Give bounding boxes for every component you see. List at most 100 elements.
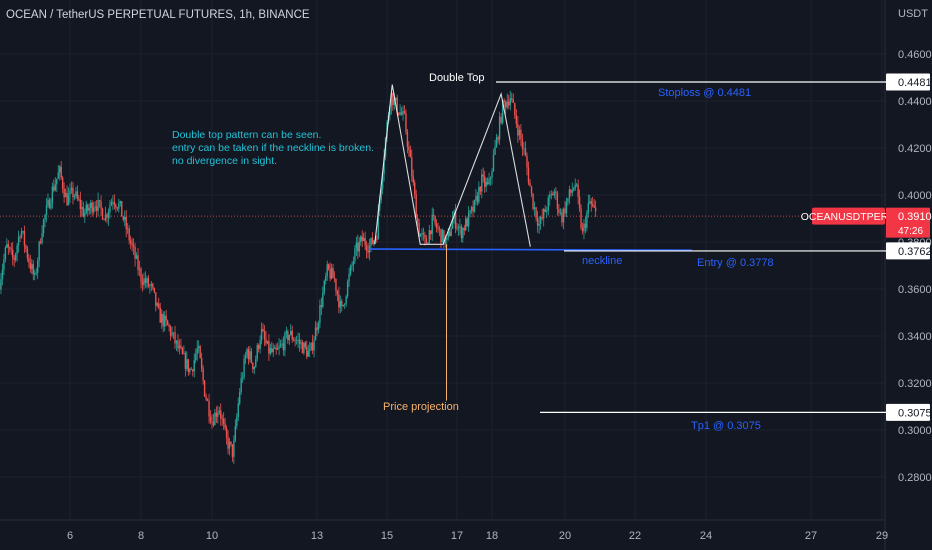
candle-body bbox=[126, 228, 129, 230]
candle bbox=[227, 430, 229, 455]
candle bbox=[535, 206, 537, 222]
candle-body bbox=[322, 292, 324, 307]
candle-body bbox=[462, 228, 464, 238]
candle-body bbox=[327, 264, 330, 270]
candle-body bbox=[282, 343, 285, 351]
pattern-note-line: no divergence in sight. bbox=[172, 155, 277, 167]
candle-body bbox=[431, 214, 433, 235]
candle-body bbox=[94, 206, 96, 208]
candle-body bbox=[488, 178, 490, 184]
candle-body bbox=[189, 368, 191, 372]
candle bbox=[91, 200, 93, 217]
candle-body bbox=[311, 342, 314, 351]
candle bbox=[217, 405, 219, 424]
candle-body bbox=[196, 347, 198, 355]
candle-body bbox=[397, 112, 400, 115]
candle-body bbox=[265, 338, 267, 344]
candle bbox=[454, 203, 457, 234]
candle bbox=[422, 227, 425, 241]
candle bbox=[352, 256, 355, 273]
candle-body bbox=[122, 216, 124, 220]
candle bbox=[311, 334, 314, 355]
candle-body bbox=[396, 97, 398, 113]
candle bbox=[432, 208, 435, 221]
candle bbox=[28, 253, 30, 268]
candle bbox=[66, 185, 68, 207]
candle-body bbox=[491, 171, 493, 178]
candle bbox=[484, 170, 486, 193]
candle bbox=[438, 225, 441, 237]
candle-body bbox=[447, 231, 449, 238]
candle bbox=[4, 245, 7, 263]
candle-body bbox=[390, 93, 393, 107]
candle bbox=[61, 175, 64, 194]
candle-body bbox=[92, 207, 95, 213]
candle-body bbox=[295, 340, 298, 342]
candle bbox=[587, 194, 590, 218]
candle-body bbox=[81, 207, 83, 210]
candle bbox=[47, 193, 49, 208]
candle-body bbox=[64, 192, 67, 198]
candle bbox=[365, 240, 368, 259]
candle bbox=[241, 372, 244, 383]
candle-body bbox=[119, 201, 121, 204]
candle bbox=[482, 167, 484, 183]
candle bbox=[303, 341, 305, 356]
candle-body bbox=[36, 260, 39, 273]
candle bbox=[129, 235, 132, 249]
candle-body bbox=[95, 206, 98, 211]
candle bbox=[462, 227, 464, 243]
candle-body bbox=[4, 247, 7, 260]
x-tick-label: 18 bbox=[486, 530, 498, 542]
candle bbox=[485, 177, 487, 192]
candle bbox=[101, 207, 104, 220]
candle bbox=[543, 207, 545, 227]
candle-body bbox=[260, 328, 263, 341]
candle bbox=[186, 351, 188, 372]
candle bbox=[281, 338, 283, 349]
candle bbox=[575, 182, 578, 187]
candle bbox=[20, 227, 23, 239]
candle bbox=[112, 195, 114, 211]
candle bbox=[59, 165, 61, 181]
candle-body bbox=[211, 421, 213, 423]
candle bbox=[272, 343, 274, 357]
candle-body bbox=[100, 201, 102, 209]
candle bbox=[56, 178, 58, 192]
candle-body bbox=[544, 209, 546, 213]
candle bbox=[3, 253, 5, 276]
candle bbox=[100, 195, 102, 217]
candle-body bbox=[218, 410, 220, 413]
candle bbox=[327, 263, 330, 271]
candle bbox=[392, 92, 394, 111]
candle bbox=[126, 223, 129, 234]
candle bbox=[565, 197, 568, 218]
candle-body bbox=[589, 201, 591, 203]
candle-body bbox=[172, 332, 175, 334]
candle-body bbox=[529, 182, 531, 187]
candle bbox=[504, 100, 507, 115]
candle-body bbox=[16, 245, 18, 254]
x-tick-label: 29 bbox=[876, 530, 888, 542]
candle-body bbox=[532, 193, 534, 210]
entry-label: Entry @ 0.3778 bbox=[697, 257, 774, 269]
candle bbox=[406, 128, 409, 154]
candle bbox=[475, 188, 477, 205]
candle bbox=[371, 232, 374, 245]
candle-body bbox=[309, 349, 311, 351]
candle-body bbox=[193, 359, 195, 372]
candle bbox=[110, 198, 113, 207]
candle bbox=[97, 192, 99, 217]
candle bbox=[552, 191, 554, 196]
candle-body bbox=[446, 237, 448, 240]
candle-body bbox=[276, 348, 279, 350]
candle bbox=[346, 279, 349, 299]
candle bbox=[181, 346, 184, 355]
candle bbox=[243, 354, 245, 380]
candle bbox=[22, 230, 24, 235]
candle-body bbox=[478, 186, 480, 202]
candle-body bbox=[406, 132, 409, 147]
candle-body bbox=[535, 207, 537, 219]
